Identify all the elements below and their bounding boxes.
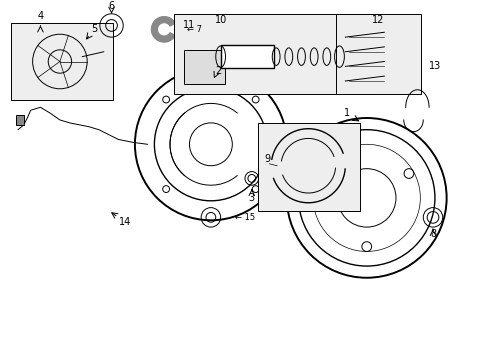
Text: 11: 11	[183, 21, 195, 31]
Text: 4: 4	[37, 11, 43, 21]
Text: 14: 14	[119, 217, 131, 227]
Text: 9: 9	[264, 154, 270, 164]
Text: 13: 13	[428, 61, 440, 71]
Bar	[16, 115, 24, 125]
Text: 8: 8	[429, 229, 435, 239]
Text: 6: 6	[108, 1, 114, 11]
Text: 5: 5	[91, 24, 97, 34]
Text: ← 15: ← 15	[235, 213, 255, 222]
Text: 2: 2	[215, 66, 222, 76]
Text: 1: 1	[344, 108, 349, 118]
Text: 3: 3	[248, 193, 254, 203]
Text: 10: 10	[214, 15, 226, 24]
Bar	[220, 45, 274, 68]
Bar	[174, 14, 373, 94]
Bar	[257, 123, 359, 211]
Bar	[183, 50, 224, 84]
Text: 12: 12	[371, 15, 384, 24]
Bar	[335, 14, 421, 94]
Polygon shape	[151, 17, 175, 42]
Bar	[11, 23, 113, 100]
Text: ← 7: ← 7	[186, 25, 201, 34]
